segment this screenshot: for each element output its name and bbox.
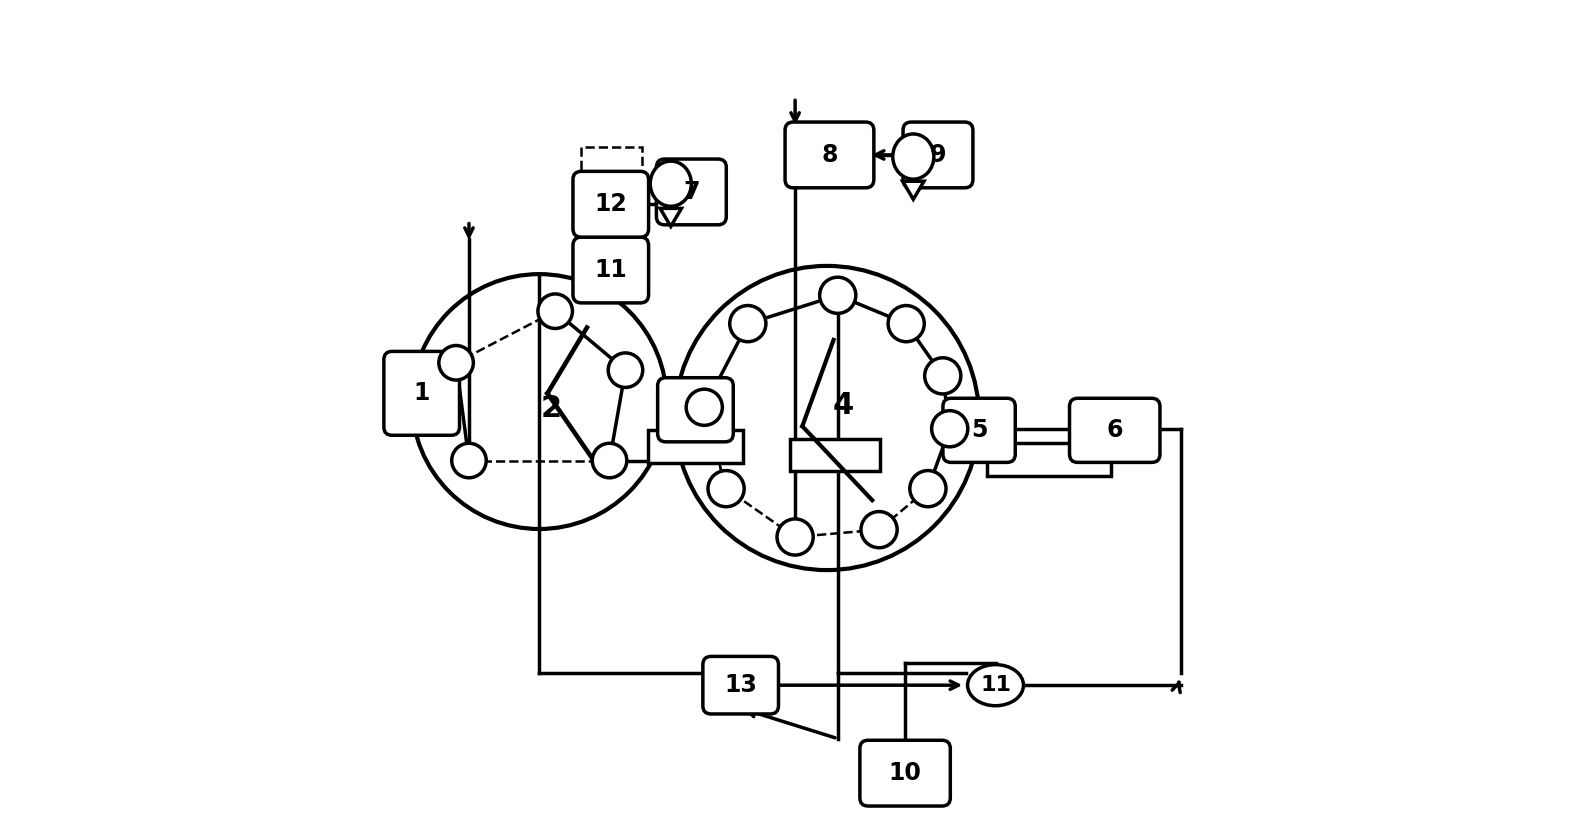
FancyBboxPatch shape (860, 740, 950, 806)
FancyBboxPatch shape (574, 237, 649, 303)
FancyBboxPatch shape (656, 159, 727, 225)
Text: 11: 11 (980, 675, 1011, 696)
Text: 11: 11 (594, 258, 627, 282)
Circle shape (452, 443, 487, 478)
Text: 6: 6 (1106, 418, 1123, 442)
Text: 7: 7 (683, 180, 700, 204)
FancyBboxPatch shape (943, 398, 1016, 462)
Text: 13: 13 (724, 673, 757, 697)
Bar (790, 440, 880, 471)
Polygon shape (902, 181, 924, 199)
Circle shape (675, 266, 980, 570)
Circle shape (924, 358, 961, 394)
Circle shape (820, 278, 856, 314)
Text: 1: 1 (414, 381, 430, 405)
Circle shape (932, 410, 969, 446)
FancyBboxPatch shape (1070, 398, 1160, 462)
Circle shape (412, 274, 667, 529)
Circle shape (730, 305, 766, 342)
Circle shape (861, 512, 897, 548)
Circle shape (592, 443, 627, 478)
Bar (648, 431, 743, 463)
Text: 5: 5 (970, 418, 988, 442)
Text: 8: 8 (822, 143, 837, 167)
Circle shape (686, 390, 722, 426)
Ellipse shape (893, 134, 934, 179)
Bar (581, 146, 641, 237)
FancyBboxPatch shape (703, 656, 779, 714)
Text: 3: 3 (687, 398, 703, 422)
Ellipse shape (967, 665, 1024, 706)
Circle shape (439, 345, 474, 380)
Text: 10: 10 (888, 761, 921, 785)
FancyBboxPatch shape (657, 378, 733, 442)
Circle shape (608, 353, 643, 387)
Bar (988, 443, 1111, 476)
FancyBboxPatch shape (785, 122, 874, 188)
Ellipse shape (651, 161, 692, 206)
Circle shape (888, 305, 924, 342)
Polygon shape (660, 208, 681, 227)
Circle shape (910, 471, 946, 507)
Text: 2: 2 (540, 394, 562, 423)
Text: 4: 4 (833, 391, 855, 421)
Circle shape (708, 471, 744, 507)
FancyBboxPatch shape (384, 351, 460, 436)
Circle shape (537, 294, 572, 329)
Text: 12: 12 (594, 192, 627, 217)
FancyBboxPatch shape (904, 122, 973, 188)
Text: 9: 9 (929, 143, 946, 167)
FancyBboxPatch shape (574, 171, 649, 237)
Circle shape (777, 519, 814, 555)
